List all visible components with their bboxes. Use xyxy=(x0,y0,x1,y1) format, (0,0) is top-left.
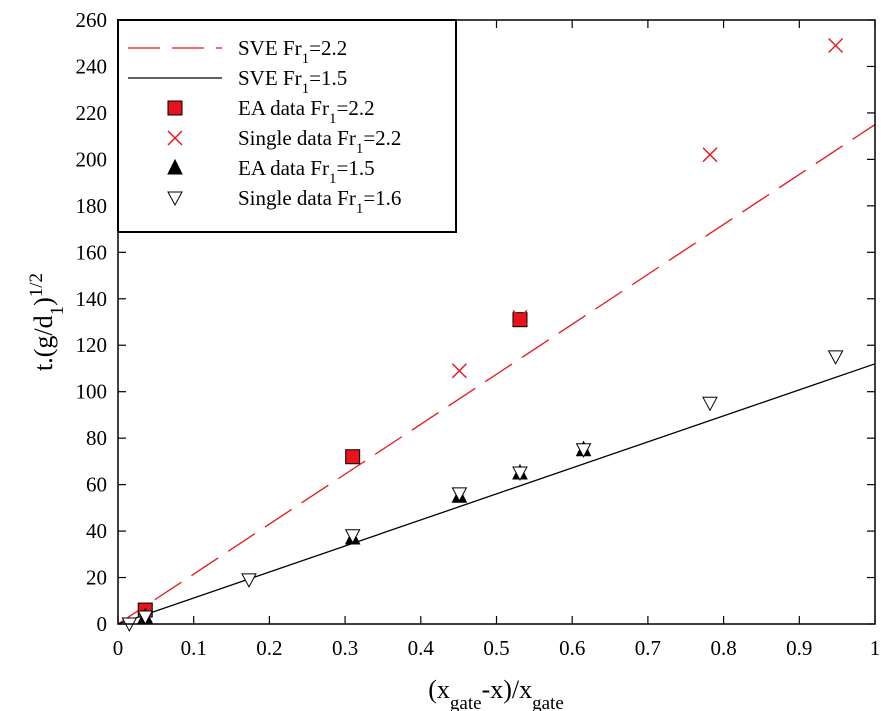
plot-frame xyxy=(117,19,876,625)
legend-label: EA data Fr1=1.5 xyxy=(238,156,375,187)
legend-label: EA data Fr1=2.2 xyxy=(238,96,375,127)
legend-label: SVE Fr1=1.5 xyxy=(238,66,347,97)
x-tick-label: 0.7 xyxy=(635,636,661,660)
data-point xyxy=(512,466,528,482)
y-axis: 0 20 40 60 80 100 120 140 160 180 200 220 240 260 xyxy=(76,8,875,636)
y-tick-label: 40 xyxy=(86,519,107,543)
data-point xyxy=(512,312,528,328)
data-point xyxy=(451,487,468,502)
x-tick-label: 0.6 xyxy=(559,636,585,660)
data-point xyxy=(345,449,361,465)
y-tick-label: 100 xyxy=(76,380,108,404)
y-tick-label: 80 xyxy=(86,426,107,450)
y-tick-label: 120 xyxy=(76,333,108,357)
x-tick-label: 0 xyxy=(113,636,124,660)
y-tick-label: 220 xyxy=(76,101,108,125)
legend-marker-swatch xyxy=(167,100,183,116)
legend-marker-swatch xyxy=(167,191,183,207)
data-point xyxy=(451,363,467,379)
legend-label: Single data Fr1=2.2 xyxy=(238,126,401,157)
y-tick-label: 260 xyxy=(76,8,108,32)
y-tick-label: 160 xyxy=(76,240,108,264)
data-point xyxy=(137,610,154,626)
legend-label: Single data Fr1=1.6 xyxy=(238,186,401,217)
data-point xyxy=(575,443,592,458)
data-point xyxy=(344,529,361,544)
legend-marker-swatch xyxy=(167,158,183,175)
data-point xyxy=(828,38,844,54)
y-tick-label: 200 xyxy=(76,147,108,171)
x-axis: 0 0.1 0.2 0.3 0.4 0.5 0.6 0.7 0.8 0.9 1 xyxy=(113,20,881,660)
data-point xyxy=(512,309,528,325)
x-tick-label: 0.1 xyxy=(181,636,207,660)
data-point xyxy=(241,573,257,588)
x-tick-label: 0.5 xyxy=(483,636,509,660)
series-line xyxy=(117,123,876,625)
y-tick-label: 20 xyxy=(86,566,107,590)
y-tick-label: 240 xyxy=(76,54,108,78)
x-tick-label: 0.9 xyxy=(786,636,812,660)
x-tick-label: 1 xyxy=(870,636,881,660)
data-point xyxy=(827,350,844,365)
y-tick-label: 140 xyxy=(76,287,108,311)
y-tick-label: 60 xyxy=(86,473,107,497)
x-tick-label: 0.3 xyxy=(332,636,358,660)
x-tick-label: 0.8 xyxy=(710,636,736,660)
legend-label: SVE Fr1=2.2 xyxy=(238,36,347,67)
x-tick-label: 0.2 xyxy=(256,636,282,660)
y-tick-label: 0 xyxy=(97,612,108,636)
legend-marker-swatch xyxy=(167,130,183,146)
y-tick-label: 180 xyxy=(76,194,108,218)
plot-area xyxy=(117,38,876,633)
data-point xyxy=(702,396,718,412)
y-axis-label: t.(g/d1)1/2 xyxy=(26,273,68,371)
x-axis-label: (xgate-x)/xgate xyxy=(428,675,564,711)
series-line xyxy=(117,363,876,625)
x-tick-label: 0.4 xyxy=(408,636,435,660)
data-point xyxy=(702,147,718,163)
